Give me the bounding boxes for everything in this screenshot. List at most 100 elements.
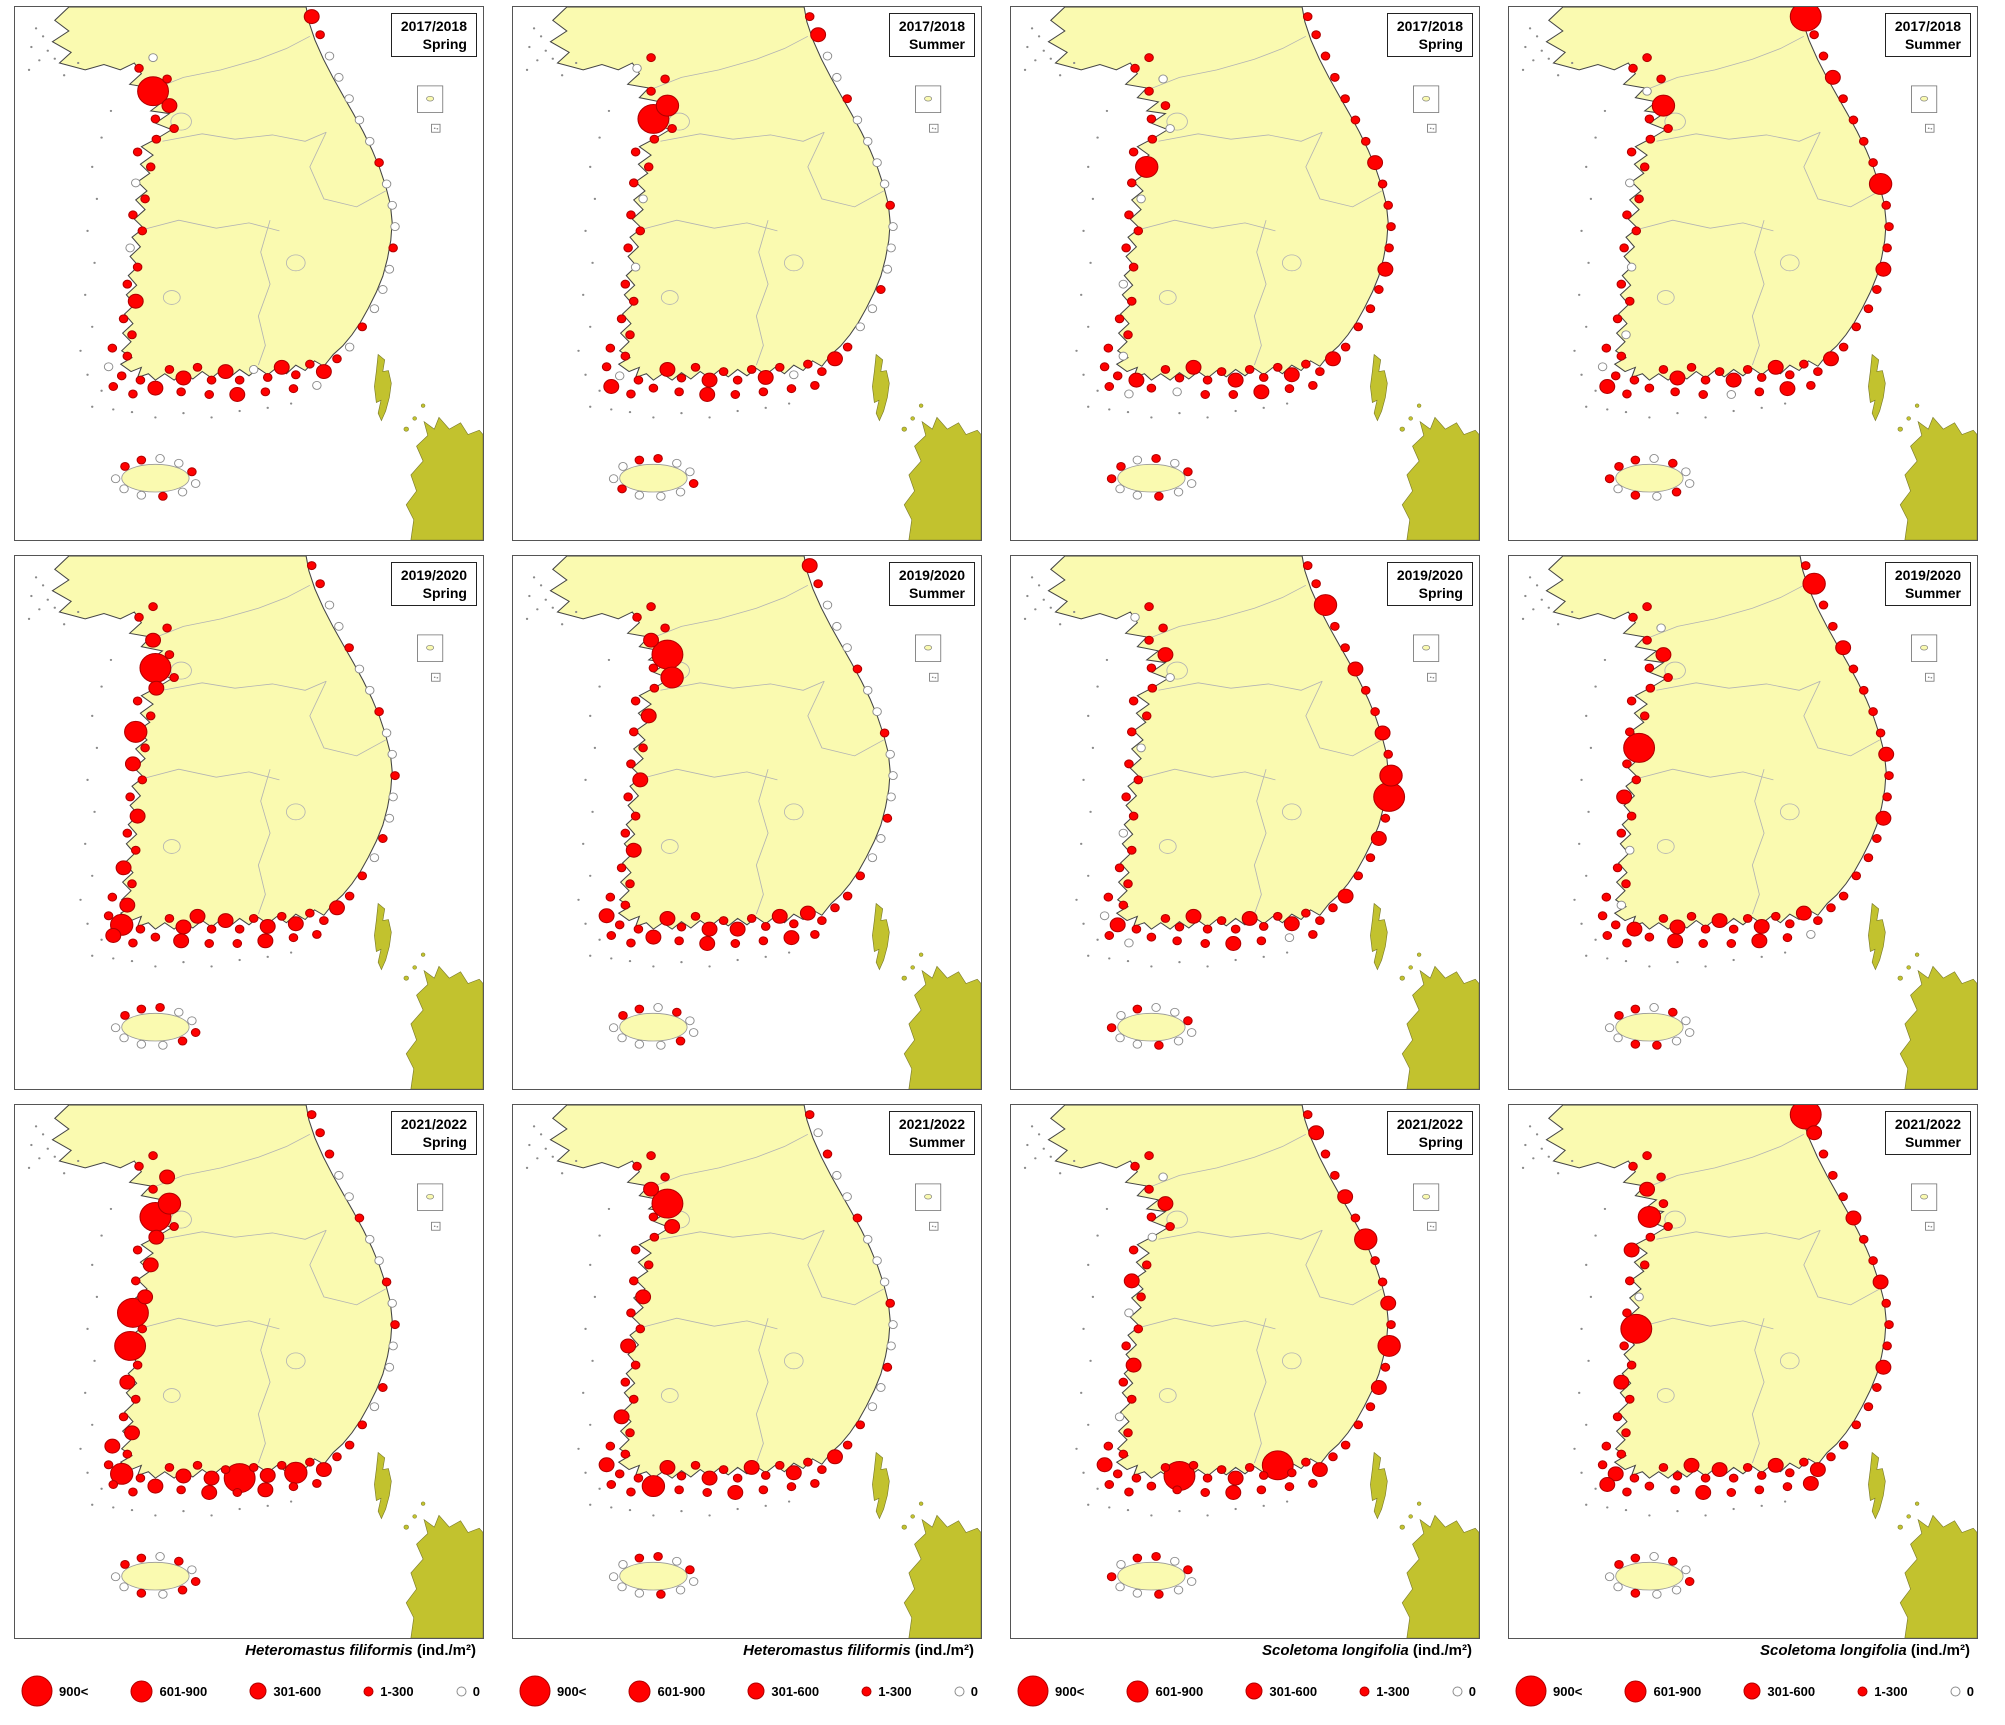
station-bubble-zero (855, 322, 865, 332)
station-bubble (201, 1485, 218, 1500)
islet-speck (1783, 951, 1787, 954)
dokdo-inset-box (1427, 123, 1437, 133)
islet-speck (95, 197, 99, 200)
islet-speck (1087, 1423, 1090, 1426)
dokdo-islet (931, 127, 934, 130)
station-bubble-zero (248, 365, 259, 374)
station-bubble (1799, 359, 1809, 369)
station-bubble (132, 696, 143, 706)
station-bubble (1645, 683, 1656, 693)
station-bubble (1884, 222, 1894, 232)
islet-speck (1606, 1506, 1609, 1509)
station-bubble (159, 1169, 176, 1185)
station-bubble (1377, 179, 1388, 189)
station-bubble (1227, 1470, 1244, 1486)
province-border (142, 768, 280, 781)
station-bubble (1838, 342, 1849, 352)
station-bubble (1631, 226, 1642, 236)
mainland-shape (1047, 7, 1389, 381)
islet-speck (1676, 1510, 1679, 1513)
korea-map (1023, 1105, 1479, 1638)
islet-speck (1034, 608, 1037, 611)
islet-speck (53, 57, 56, 60)
station-bubble (312, 929, 322, 939)
station-bubble (803, 359, 813, 369)
station-bubble (1884, 1320, 1894, 1330)
islet-speck (584, 1471, 587, 1474)
city-border (170, 112, 192, 131)
station-bubble-zero (378, 285, 388, 294)
station-bubble (1813, 367, 1823, 377)
station-bubble (1377, 1334, 1401, 1357)
city-border (1780, 1352, 1800, 1370)
station-bubble (1725, 372, 1742, 388)
islet-speck (598, 136, 601, 139)
islet-speck (584, 922, 587, 925)
station-bubble (674, 936, 684, 946)
islet-speck (607, 109, 611, 113)
station-bubble (1872, 1274, 1889, 1290)
station-bubble (1160, 101, 1171, 111)
station-bubble (374, 707, 384, 717)
dokdo-islet (1930, 676, 1933, 679)
islet-speck (610, 1506, 613, 1509)
islet-speck (1075, 349, 1078, 352)
station-bubble (378, 834, 388, 843)
islet-speck (1037, 1133, 1041, 1136)
legend-label: 0 (1966, 1683, 1974, 1699)
islet-speck (1091, 197, 1095, 200)
islet-speck (1594, 1487, 1597, 1490)
jeju-island-shape (619, 1561, 688, 1591)
station-bubble (598, 908, 615, 924)
station-bubble (1151, 453, 1161, 463)
islet-speck (1594, 938, 1597, 941)
islet-speck (1082, 1471, 1085, 1474)
map-panel-sl-2017-2018-summer: 2017/2018 Summer (1508, 6, 1978, 541)
station-bubble-zero (1114, 1412, 1125, 1422)
station-bubble (1872, 1383, 1882, 1392)
station-bubble-zero (1170, 1007, 1180, 1017)
station-bubble (774, 1460, 785, 1470)
islet-speck (30, 1143, 33, 1147)
islet-speck (532, 576, 536, 579)
small-island-shape (1416, 1501, 1422, 1506)
station-bubble (1380, 1295, 1397, 1311)
station-bubble-zero (1115, 1033, 1125, 1043)
islet-speck (1648, 965, 1651, 968)
station-bubble (1663, 124, 1673, 134)
station-bubble (164, 650, 175, 660)
legend-circle (1857, 1686, 1868, 1696)
species-name: Scoletoma longifolia (1759, 1642, 1907, 1659)
station-bubble-zero (148, 53, 158, 63)
station-bubble (634, 1553, 645, 1563)
station-bubble (690, 1460, 701, 1470)
station-bubble-zero (1649, 1552, 1659, 1561)
station-bubble (204, 939, 215, 948)
islet-speck (38, 608, 41, 611)
province-border (162, 131, 327, 142)
station-bubble (1629, 1473, 1640, 1483)
province-border (807, 132, 884, 208)
station-bubble (116, 371, 127, 381)
dokdo-inset-box (929, 672, 939, 682)
station-bubble (1320, 1149, 1331, 1159)
small-island-shape (918, 1501, 924, 1506)
legend-item-4: 0 (953, 1684, 978, 1699)
station-bubble (1128, 147, 1139, 157)
station-bubble (1311, 30, 1321, 40)
tsushima-island-shape (374, 902, 392, 971)
panel-title: 2019/2020 Spring (390, 562, 477, 607)
islet-speck (787, 951, 791, 954)
islet-speck (154, 1514, 157, 1517)
dokdo-islet (934, 127, 937, 130)
station-bubble-zero (369, 853, 380, 863)
station-bubble (1132, 1553, 1143, 1563)
station-bubble (743, 1459, 760, 1475)
station-bubble (630, 147, 641, 157)
islet-speck (589, 405, 592, 408)
islet-speck (1535, 1133, 1539, 1136)
station-bubble (1642, 635, 1652, 645)
station-bubble (852, 664, 863, 674)
station-bubble-zero (1652, 1589, 1662, 1599)
station-bubble (1683, 1457, 1700, 1473)
